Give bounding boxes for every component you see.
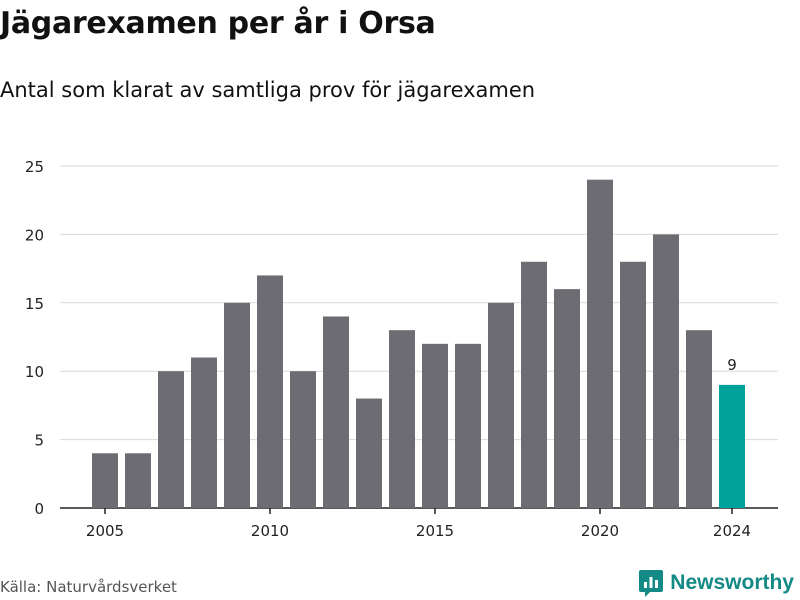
bar <box>389 330 415 508</box>
bar <box>455 343 481 508</box>
y-tick-label: 5 <box>34 432 44 450</box>
bar <box>92 453 118 508</box>
y-tick-label: 25 <box>25 158 44 176</box>
bar <box>125 453 151 508</box>
bar <box>488 302 514 508</box>
y-tick-label: 20 <box>25 226 44 244</box>
chart-title: Jägarexamen per år i Orsa <box>0 6 436 41</box>
x-tick-label: 2024 <box>713 522 751 540</box>
source-note: Källa: Naturvårdsverket <box>0 578 177 596</box>
x-tick-label: 2010 <box>251 522 289 540</box>
bar <box>158 371 184 508</box>
x-tick-label: 2020 <box>581 522 619 540</box>
bar <box>686 330 712 508</box>
bar <box>554 289 580 508</box>
bar <box>257 275 283 508</box>
axis-labels: 0 5 10 15 20 25 2005 2010 2015 2020 2024 9 <box>25 158 751 540</box>
bar <box>620 261 646 508</box>
y-tick-label: 15 <box>25 295 44 313</box>
bars <box>92 179 745 508</box>
data-label: 9 <box>727 356 737 374</box>
bar <box>587 179 613 508</box>
bar <box>191 357 217 508</box>
y-tick-label: 0 <box>34 500 44 518</box>
bar <box>422 343 448 508</box>
brand-name: Newsworthy <box>670 571 794 594</box>
bar <box>653 234 679 508</box>
bar <box>356 398 382 508</box>
bar <box>224 302 250 508</box>
bar <box>290 371 316 508</box>
chart-subtitle: Antal som klarat av samtliga prov för jä… <box>0 78 536 102</box>
newsworthy-logo-icon <box>639 570 664 597</box>
bar <box>719 384 745 508</box>
bar <box>521 261 547 508</box>
x-tick-label: 2015 <box>416 522 454 540</box>
brand: Newsworthy <box>638 568 794 598</box>
x-tick-label: 2005 <box>86 522 124 540</box>
y-tick-label: 10 <box>25 363 44 381</box>
bar <box>323 316 349 508</box>
